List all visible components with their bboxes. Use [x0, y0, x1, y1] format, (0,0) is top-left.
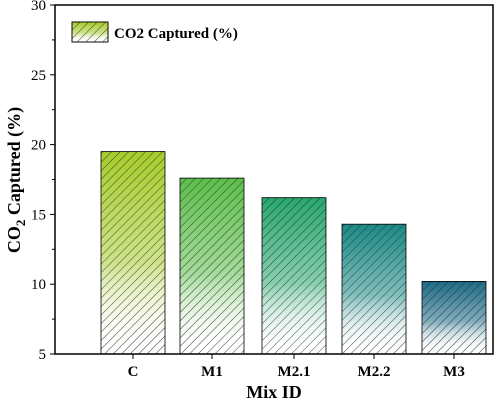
y-tick-label: 15 — [31, 207, 46, 223]
x-tick-label: C — [128, 364, 139, 380]
bar-c — [100, 151, 166, 355]
y-tick-label: 25 — [31, 68, 46, 84]
x-tick-label: M1 — [201, 364, 223, 380]
bar-hatch — [341, 223, 407, 355]
bar-m1 — [179, 177, 245, 355]
bar-hatch — [179, 177, 245, 355]
y-axis-title: CO2 Captured (%) — [4, 107, 28, 253]
y-tick-label: 20 — [31, 138, 46, 154]
y-axis-ticks: 5 10 15 20 25 30 — [31, 0, 55, 363]
legend-label: CO2 Captured (%) — [114, 26, 238, 42]
y-tick-label: 5 — [39, 347, 47, 363]
bars-group — [100, 151, 487, 355]
x-axis-title: Mix ID — [246, 382, 302, 402]
bar-m3 — [421, 281, 487, 355]
y-tick-label: 10 — [31, 277, 46, 293]
bar-m2-1 — [261, 197, 327, 355]
x-tick-label: M2.1 — [278, 364, 311, 380]
y-tick-label: 30 — [31, 0, 46, 14]
x-axis-ticks: C M1 M2.1 M2.2 M3 — [128, 354, 465, 380]
legend: CO2 Captured (%) — [71, 21, 238, 43]
legend-swatch-hatch — [71, 21, 109, 43]
bar-hatch — [100, 151, 166, 355]
bar-hatch — [261, 197, 327, 355]
bar-hatch — [421, 281, 487, 355]
x-tick-label: M2.2 — [358, 364, 391, 380]
x-tick-label: M3 — [443, 364, 465, 380]
bar-m2-2 — [341, 223, 407, 355]
